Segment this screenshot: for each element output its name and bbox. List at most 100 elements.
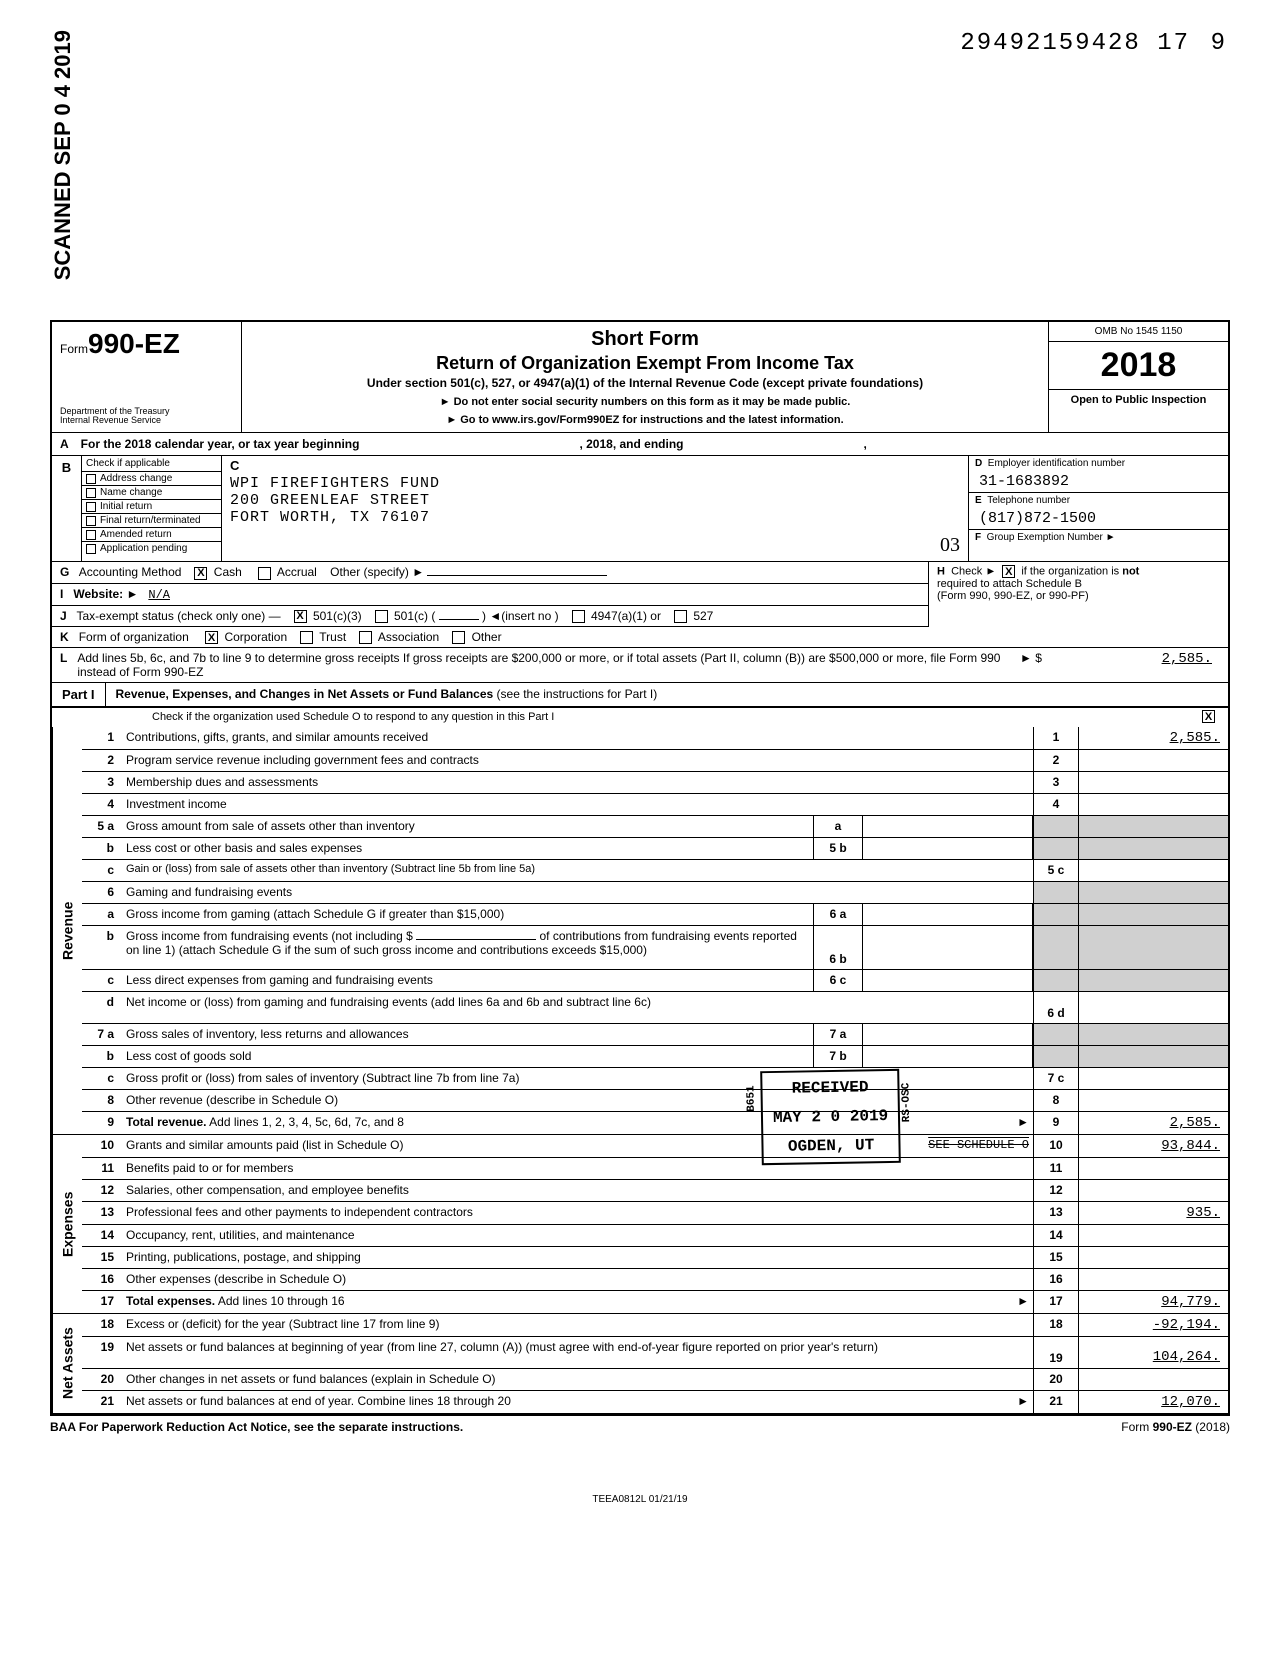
rv5a — [1078, 816, 1228, 837]
return-subtitle: Under section 501(c), 527, or 4947(a)(1)… — [250, 376, 1040, 390]
d13: Professional fees and other payments to … — [122, 1202, 1033, 1224]
mb7b: 7 b — [813, 1046, 863, 1067]
rv17: 94,779. — [1078, 1291, 1228, 1313]
rv6 — [1078, 882, 1228, 903]
chk-trust[interactable] — [300, 631, 313, 644]
rn5a — [1033, 816, 1078, 837]
rn6a — [1033, 904, 1078, 925]
chk-amended[interactable]: Amended return — [82, 528, 221, 542]
j-527: 527 — [693, 609, 713, 623]
k-other: Other — [472, 630, 502, 644]
chk-527[interactable] — [674, 610, 687, 623]
mb5a: a — [813, 816, 863, 837]
d6: Gaming and fundraising events — [122, 882, 1033, 903]
l-text: Add lines 5b, 6c, and 7b to line 9 to de… — [77, 651, 1020, 679]
stamp-b651: B651 — [742, 1085, 762, 1112]
line-i: I Website: ► N/A — [52, 584, 928, 606]
chk-cash[interactable]: X — [194, 567, 207, 580]
k-trust: Trust — [319, 630, 346, 644]
i-text: Website: ► — [73, 587, 138, 601]
d16: Other expenses (describe in Schedule O) — [122, 1269, 1033, 1290]
chk-initial[interactable]: Initial return — [82, 500, 221, 514]
rv7b — [1078, 1046, 1228, 1067]
j-text: Tax-exempt status (check only one) — — [76, 609, 280, 623]
mv6c — [863, 970, 1033, 991]
rv6d — [1078, 992, 1228, 1023]
tel-hdr: Telephone number — [987, 495, 1070, 506]
rn3: 3 — [1033, 772, 1078, 793]
mb6b: 6 b — [813, 926, 863, 969]
dept-line2: Internal Revenue Service — [60, 416, 233, 426]
chk-other[interactable] — [452, 631, 465, 644]
g-other: Other (specify) ► — [330, 565, 424, 579]
n7b: b — [82, 1046, 122, 1067]
n3: 3 — [82, 772, 122, 793]
revenue-side-label: Revenue — [52, 727, 82, 1134]
rn12: 12 — [1033, 1180, 1078, 1201]
rv19: 104,264. — [1078, 1337, 1228, 1368]
chk-corp[interactable]: X — [205, 631, 218, 644]
part1-header: Part I Revenue, Expenses, and Changes in… — [50, 682, 1230, 708]
label-g: G — [60, 565, 69, 579]
chk-pending[interactable]: Application pending — [82, 542, 221, 555]
expenses-side-label: Expenses — [52, 1135, 82, 1313]
mv7a — [863, 1024, 1033, 1045]
label-c: C — [230, 458, 239, 473]
short-form-title: Short Form — [250, 328, 1040, 351]
rv6b — [1078, 926, 1228, 969]
rn6b — [1033, 926, 1078, 969]
part1-sub-text: Check if the organization used Schedule … — [152, 711, 554, 723]
chk-address[interactable]: Address change — [82, 472, 221, 486]
n14: 14 — [82, 1225, 122, 1246]
rn14: 14 — [1033, 1225, 1078, 1246]
chk-4947[interactable] — [572, 610, 585, 623]
mb5b: 5 b — [813, 838, 863, 859]
form-header: Form990-EZ Department of the Treasury In… — [50, 320, 1230, 432]
chk-assoc[interactable] — [359, 631, 372, 644]
d15: Printing, publications, postage, and shi… — [122, 1247, 1033, 1268]
ssn-warning: ► Do not enter social security numbers o… — [250, 396, 1040, 408]
n17: 17 — [82, 1291, 122, 1313]
stamp-rsosc: RS-OSC — [898, 1082, 918, 1122]
l-arrow: ► $ — [1020, 651, 1080, 679]
col-def: D Employer identification number 31-1683… — [968, 456, 1228, 561]
label-k: K — [60, 630, 69, 644]
d6a: Gross income from gaming (attach Schedul… — [122, 904, 813, 925]
part1-sub: Check if the organization used Schedule … — [50, 708, 1230, 727]
n7a: 7 a — [82, 1024, 122, 1045]
chk-schedO-part1[interactable]: X — [1202, 710, 1215, 723]
rn7c: 7 c — [1033, 1068, 1078, 1089]
form-id-box: Form990-EZ Department of the Treasury In… — [52, 322, 242, 432]
rv20 — [1078, 1369, 1228, 1390]
chk-final[interactable]: Final return/terminated — [82, 514, 221, 528]
stamp-received-text: RECEIVED — [791, 1078, 868, 1097]
rv7a — [1078, 1024, 1228, 1045]
initials-mark: 03 — [940, 534, 960, 556]
chk-no-schedb[interactable]: X — [1002, 565, 1015, 578]
n1: 1 — [82, 727, 122, 749]
form-number-big: 990-EZ — [88, 328, 180, 359]
tax-year: 2018 — [1049, 342, 1228, 390]
n19: 19 — [82, 1337, 122, 1368]
n6d: d — [82, 992, 122, 1023]
document-locator-suffix: 9 — [1211, 30, 1225, 57]
chk-accrual[interactable] — [258, 567, 271, 580]
chk-name[interactable]: Name change — [82, 486, 221, 500]
n6: 6 — [82, 882, 122, 903]
rv13: 935. — [1078, 1202, 1228, 1224]
mb7a: 7 a — [813, 1024, 863, 1045]
chk-501c[interactable] — [375, 610, 388, 623]
n11: 11 — [82, 1158, 122, 1179]
k-corp: Corporation — [224, 630, 287, 644]
k-assoc: Association — [378, 630, 439, 644]
mv7b — [863, 1046, 1033, 1067]
chk-501c3[interactable]: X — [294, 610, 307, 623]
scanned-stamp: SCANNED SEP 0 4 2019 — [50, 30, 76, 280]
tel-value: (817)872-1500 — [969, 508, 1228, 529]
return-title: Return of Organization Exempt From Incom… — [250, 353, 1040, 374]
rv4 — [1078, 794, 1228, 815]
rowA-mid: , 2018, and ending — [579, 437, 683, 451]
rn6c — [1033, 970, 1078, 991]
label-e: E — [975, 495, 982, 506]
rn7a — [1033, 1024, 1078, 1045]
